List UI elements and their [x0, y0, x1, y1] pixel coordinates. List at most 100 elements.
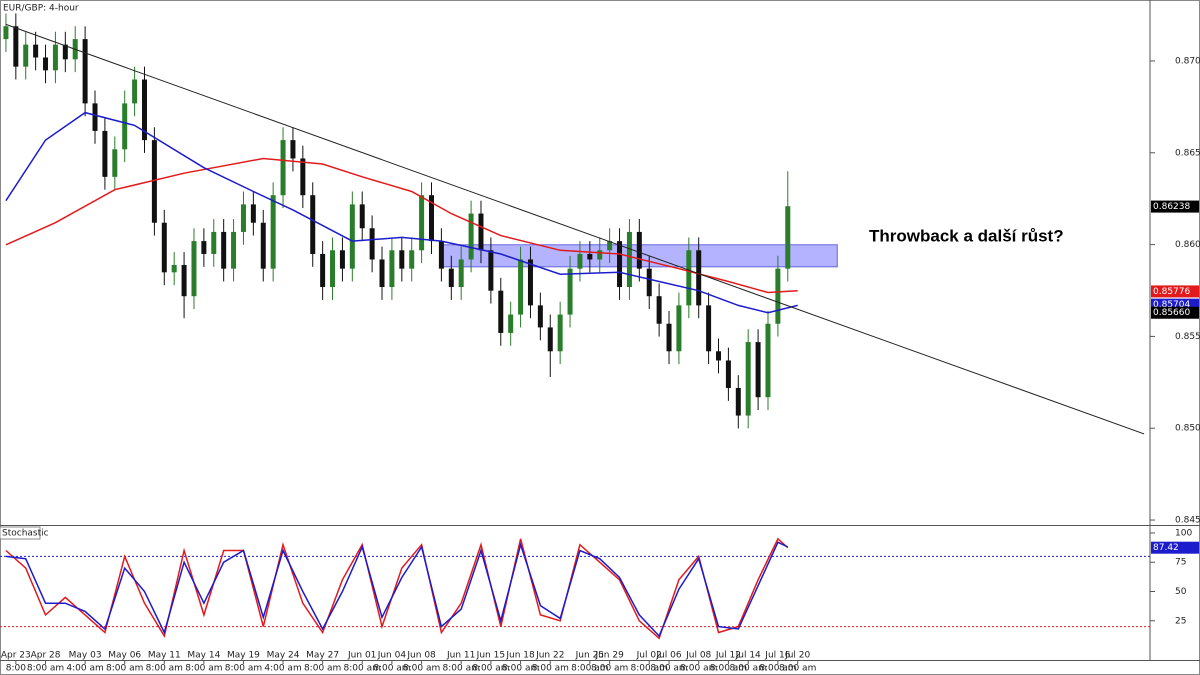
- candle-body: [62, 44, 68, 60]
- x-tick-time: 8:00 am: [502, 664, 539, 674]
- x-tick-time: 8:00: [6, 664, 26, 674]
- x-tick-time: 4:00 am: [66, 664, 103, 674]
- candle-body: [43, 57, 49, 71]
- stochastic-line: [5, 541, 789, 638]
- x-tick-label: Jul 20: [784, 651, 810, 661]
- y-tick-label: 0.87031: [1175, 56, 1200, 66]
- x-tick-label: Jul 12: [715, 651, 741, 661]
- candle-body: [419, 195, 425, 251]
- candle-body: [231, 231, 237, 269]
- candle-body: [310, 195, 316, 254]
- candle-body: [112, 149, 118, 177]
- x-tick-time: 8:00 am: [27, 664, 64, 674]
- x-tick-label: May 06: [108, 651, 141, 661]
- candle-body: [52, 44, 58, 71]
- candle-body: [646, 268, 652, 297]
- x-tick-label: Jul 16: [764, 651, 790, 661]
- x-tick-label: Jul 06: [655, 651, 681, 661]
- candle-body: [141, 79, 147, 141]
- candle-body: [537, 305, 543, 328]
- price-tag-label: 0.86238: [1153, 202, 1190, 212]
- chart-title: EUR/GBP: 4-hour: [3, 4, 79, 14]
- y-tick-label: 0.86031: [1175, 240, 1200, 250]
- candle-body: [13, 26, 19, 67]
- price-tag: [1151, 541, 1199, 554]
- candle-body: [320, 253, 326, 288]
- x-tick-time: 8:00 am: [631, 664, 668, 674]
- candle-body: [597, 250, 603, 260]
- y-tick-label: 0.84531: [1175, 516, 1200, 526]
- price-tag: [1151, 200, 1199, 213]
- price-tag-label: 0.85704: [1153, 300, 1190, 310]
- candle-body: [755, 342, 761, 398]
- candle-body: [369, 228, 375, 260]
- price-tag: [1151, 285, 1199, 298]
- candle-body: [775, 268, 781, 324]
- price-tag-label: 0.85776: [1153, 287, 1190, 297]
- candle-body: [577, 253, 583, 269]
- trend-line: [5, 23, 1145, 435]
- candle-body: [211, 231, 217, 254]
- candle-body: [280, 140, 286, 196]
- candle-body: [260, 222, 266, 269]
- candle-body: [82, 39, 88, 104]
- candle-body: [706, 305, 712, 352]
- x-tick-label: Apr 28: [31, 651, 61, 661]
- x-tick-label: Jun 01: [347, 651, 376, 661]
- candle-body: [666, 323, 672, 352]
- candle-body: [527, 259, 533, 306]
- candle-body: [725, 360, 731, 389]
- x-tick-label: Jul 08: [685, 651, 711, 661]
- x-tick-time: 8:00 am: [591, 664, 628, 674]
- candle-body: [201, 241, 207, 254]
- x-tick-time: 8:00 am: [680, 664, 717, 674]
- price-tag-label: 87.42: [1153, 543, 1179, 553]
- annotation: Throwback a další růst?: [869, 226, 1064, 245]
- x-tick-time: 8:00 am: [106, 664, 143, 674]
- x-tick-label: Apr 23: [1, 651, 31, 661]
- candle-body: [557, 314, 563, 352]
- candle-body: [676, 305, 682, 352]
- candle-body: [300, 158, 306, 196]
- y-tick-label: 0.85031: [1175, 424, 1200, 434]
- candle-body: [250, 204, 256, 223]
- candle-body: [696, 250, 702, 306]
- candle-body: [122, 103, 128, 150]
- candle-body: [339, 250, 345, 269]
- candle-body: [409, 250, 415, 269]
- candle-body: [171, 264, 177, 273]
- x-tick-label: May 11: [148, 651, 181, 661]
- y-tick-label: 0.86531: [1175, 148, 1200, 158]
- x-tick-time: 8:00 am: [443, 664, 480, 674]
- x-tick-time: 8:00 am: [472, 664, 509, 674]
- candle-body: [468, 213, 474, 260]
- candle-body: [181, 264, 187, 297]
- candle-body: [161, 222, 167, 273]
- x-tick-time: 8:00 am: [650, 664, 687, 674]
- candle-body: [92, 103, 98, 131]
- x-tick-label: Jun 11: [446, 651, 475, 661]
- candle-body: [735, 388, 741, 416]
- x-tick-label: Jun 04: [377, 651, 407, 661]
- x-tick-label: Jun 18: [505, 651, 535, 661]
- price-tag-label: 0.85660: [1153, 308, 1190, 318]
- candle-body: [438, 241, 444, 269]
- candle-body: [23, 44, 29, 67]
- x-tick-label: May 27: [306, 651, 339, 661]
- y-tick-label: 100: [1175, 528, 1192, 538]
- candle-body: [547, 327, 553, 352]
- x-tick-label: Jun 22: [535, 651, 564, 661]
- candle-body: [587, 253, 593, 260]
- candle-body: [102, 130, 108, 177]
- x-tick-time: 8:00 am: [344, 664, 381, 674]
- x-tick-time: 8:00 am: [146, 664, 183, 674]
- candle-body: [151, 140, 157, 223]
- candle-body: [656, 296, 662, 324]
- candle-body: [270, 195, 276, 269]
- candle-body: [508, 314, 514, 333]
- candle-body: [290, 140, 296, 159]
- candle-body: [221, 231, 227, 269]
- candle-body: [765, 323, 771, 398]
- candle-body: [389, 250, 395, 288]
